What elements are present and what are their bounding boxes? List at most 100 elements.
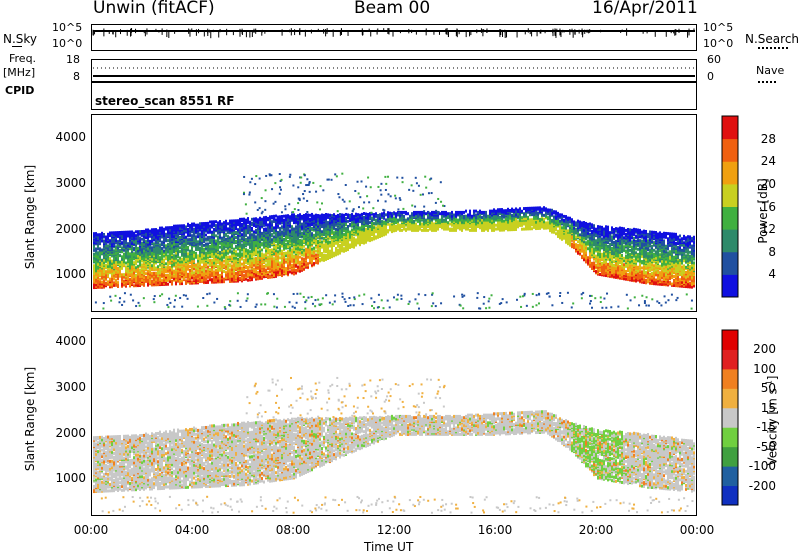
power-cell (315, 227, 317, 231)
power-cell (113, 271, 115, 275)
power-cell (239, 255, 241, 259)
power-cell (281, 235, 283, 239)
nsky-spike (483, 29, 485, 33)
power-cell (209, 247, 211, 251)
power-cell (363, 231, 365, 235)
power-cell (99, 233, 101, 237)
power-cell (321, 230, 323, 234)
power-cell (169, 254, 171, 258)
power-cell (199, 236, 201, 240)
power-cell (139, 262, 141, 266)
power-cell (333, 236, 335, 240)
power-cell (253, 245, 255, 249)
power-cell (365, 227, 367, 231)
power-cell (261, 217, 263, 221)
power-cell (263, 267, 265, 271)
power-cell (289, 270, 291, 274)
power-cell (219, 250, 221, 254)
power-cell (267, 231, 269, 235)
power-cell (97, 233, 99, 237)
power-cell (103, 233, 105, 237)
nsky-spike (500, 29, 502, 36)
power-cell (347, 219, 349, 223)
power-cell (223, 227, 225, 231)
power-cell (359, 226, 361, 230)
nsky-spike (340, 28, 342, 31)
power-cell (343, 226, 345, 230)
power-cell (295, 225, 297, 229)
power-cell (289, 235, 291, 239)
power-cell (381, 212, 383, 216)
power-cell (243, 220, 245, 224)
power-cell (133, 261, 135, 265)
nsky-spike (465, 30, 467, 38)
nsky-line-marker (12, 46, 22, 47)
power-cell (239, 238, 241, 242)
power-cell (439, 221, 441, 225)
power-cell (179, 250, 181, 254)
nsky-spike (325, 29, 327, 37)
power-cell (293, 258, 295, 262)
nsky-spike (218, 30, 220, 38)
power-cell (231, 268, 233, 272)
power-cell (189, 254, 191, 258)
power-cell (197, 259, 199, 263)
nsky-spike (326, 30, 328, 35)
power-cell (411, 212, 413, 216)
power-cell (459, 210, 461, 214)
power-cell (271, 233, 273, 237)
power-cell (275, 262, 277, 266)
power-cell (125, 240, 127, 244)
power-cell (143, 229, 145, 233)
power-cell (113, 249, 115, 253)
power-cell (369, 224, 371, 228)
nsky-panel (91, 24, 697, 51)
power-cell (343, 240, 345, 244)
nsky-spike (198, 28, 200, 34)
power-cell (153, 256, 155, 260)
power-cell (453, 213, 455, 217)
power-cell (139, 236, 141, 240)
power-cell (223, 259, 225, 263)
power-cell (179, 246, 181, 250)
power-cell (123, 235, 125, 239)
power-cell (449, 222, 451, 226)
nsky-spike (540, 29, 542, 34)
power-cell (457, 218, 459, 222)
power-cell (351, 242, 353, 246)
power-cell (295, 243, 297, 247)
power-cell (269, 219, 271, 223)
power-cell (363, 227, 365, 231)
nsky-spike (103, 28, 105, 37)
power-cell (447, 221, 449, 225)
power-cell (341, 213, 343, 217)
power-cell (117, 284, 119, 288)
power-cell (335, 231, 337, 235)
power-cell (293, 268, 295, 272)
power-cell (281, 249, 283, 253)
power-cell (177, 247, 179, 251)
power-cell (377, 234, 379, 238)
power-cell (327, 256, 329, 260)
power-cell (151, 282, 153, 286)
power-cell (323, 225, 325, 229)
power-cell (259, 266, 261, 270)
power-cell (367, 212, 369, 216)
power-cell (203, 254, 205, 258)
power-cell (239, 266, 241, 270)
power-cell (315, 225, 317, 229)
power-cell (265, 227, 267, 231)
power-cell (333, 251, 335, 255)
power-cell (375, 212, 377, 216)
power-cell (337, 238, 339, 242)
power-cell (137, 251, 139, 255)
power-cell (295, 215, 297, 219)
power-cell (185, 271, 187, 275)
power-cell (281, 215, 283, 219)
power-cell (347, 213, 349, 217)
power-cell (185, 279, 187, 283)
power-cell (369, 232, 371, 236)
nsky-trace (91, 28, 695, 39)
power-cell (251, 221, 253, 225)
power-cell (289, 248, 291, 252)
